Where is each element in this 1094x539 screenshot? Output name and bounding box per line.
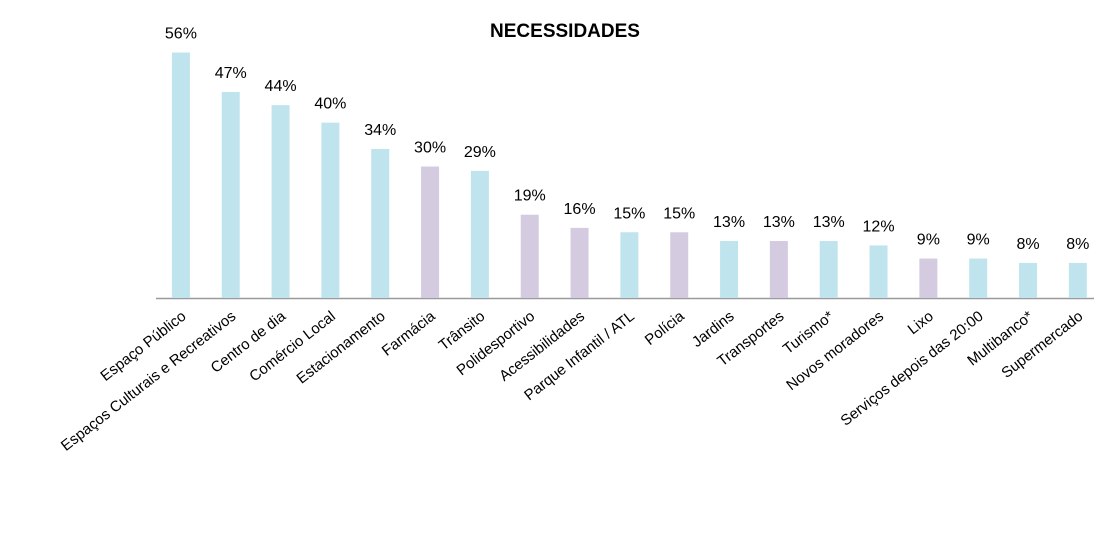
bar xyxy=(869,245,888,298)
data-label: 12% xyxy=(863,218,895,235)
data-label: 9% xyxy=(967,232,990,249)
bar xyxy=(670,232,689,298)
x-tick-label: Polícia xyxy=(642,307,688,349)
data-label: 13% xyxy=(813,214,845,231)
bar xyxy=(1019,262,1038,298)
data-label: 47% xyxy=(215,65,247,82)
data-label: 40% xyxy=(314,96,346,113)
bar xyxy=(819,241,838,298)
data-label: 29% xyxy=(464,144,496,161)
bar xyxy=(371,148,390,298)
data-label: 9% xyxy=(917,232,940,249)
bar xyxy=(570,227,589,298)
data-label: 19% xyxy=(514,188,546,205)
data-label: 34% xyxy=(364,122,396,139)
x-tick-label: Farmácia xyxy=(379,307,439,359)
x-tick-label: Lixo xyxy=(905,308,937,338)
bar xyxy=(421,166,440,298)
bar xyxy=(919,258,938,298)
bar xyxy=(620,232,639,298)
x-tick-label: Espaços Culturais e Recreativos xyxy=(58,308,239,455)
data-label: 8% xyxy=(1066,236,1089,253)
data-label: 30% xyxy=(414,140,446,157)
data-label: 56% xyxy=(165,26,197,43)
data-label: 8% xyxy=(1016,236,1039,253)
data-label: 15% xyxy=(663,205,695,222)
bar xyxy=(271,105,290,298)
data-label: 44% xyxy=(265,78,297,95)
x-tick-label: Estacionamento xyxy=(293,308,388,388)
chart-title: NECESSIDADES xyxy=(490,21,640,42)
bar xyxy=(470,170,489,298)
data-label: 16% xyxy=(564,201,596,218)
data-label: 13% xyxy=(713,214,745,231)
bar xyxy=(520,214,539,298)
bar xyxy=(969,258,988,298)
bar xyxy=(769,241,788,298)
bar xyxy=(720,241,739,298)
bar xyxy=(321,122,340,299)
bar xyxy=(221,91,240,298)
data-label: 13% xyxy=(763,214,795,231)
data-label: 15% xyxy=(613,205,645,222)
bar xyxy=(171,52,190,299)
bar xyxy=(1068,262,1087,298)
